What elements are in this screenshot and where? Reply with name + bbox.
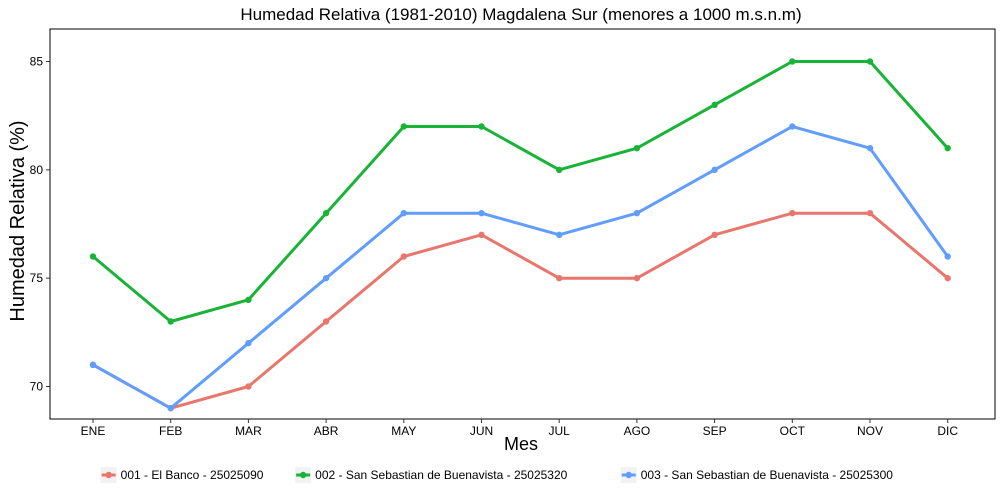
data-point [789,123,796,130]
data-point [866,209,874,217]
data-point [556,166,563,174]
y-tick-label: 75 [30,271,44,285]
data-point [478,231,485,239]
legend-item: 003 - San Sebastian de Buenavista - 2502… [620,467,894,483]
x-tick-label: JUN [470,424,493,438]
legend-label: 001 - El Banco - 25025090 [121,468,264,482]
legend-item: 002 - San Sebastian de Buenavista - 2502… [295,467,568,483]
y-tick-label: 80 [30,163,44,177]
legend-key-point [299,471,307,479]
legend-item: 001 - El Banco - 25025090 [100,467,264,483]
data-point [478,209,485,217]
data-point [400,253,407,260]
legend-label: 003 - San Sebastian de Buenavista - 2502… [641,468,894,482]
y-axis-label: Humedad Relativa (%) [7,120,29,321]
data-point [322,209,330,217]
x-axis-label: Mes [504,434,538,454]
series-1 [89,209,951,412]
data-point [322,318,330,325]
data-point [167,318,174,325]
y-tick-label: 70 [30,380,44,394]
data-point [789,58,796,65]
data-point [245,383,252,390]
series-line [91,125,950,410]
x-tick-label: DIC [937,424,958,438]
legend-label: 002 - San Sebastian de Buenavista - 2502… [315,468,568,482]
x-tick-label: ENE [81,424,106,438]
x-tick-label: FEB [159,424,182,438]
data-point [866,144,874,152]
data-point [400,123,407,130]
legend: 001 - El Banco - 25025090 002 - San Sebas… [100,467,894,483]
x-tick-label: NOV [857,424,883,438]
x-tick-label: JUL [549,424,571,438]
data-point [633,209,641,217]
data-point [944,274,951,282]
x-tick-label: ABR [314,424,339,438]
x-axis: ENE FEB MAR ABR MAY JUN JUL AGO SEP OCT NOV DIC [81,419,958,438]
series-line [91,60,950,323]
data-point [400,209,407,217]
x-tick-label: MAY [391,424,416,438]
data-point [478,123,485,130]
x-tick-label: MAR [235,424,262,438]
legend-key-point [105,471,112,479]
data-point [944,253,951,260]
data-point [167,404,174,412]
data-point [322,274,330,282]
data-point [89,361,97,369]
data-point [245,339,252,347]
data-point [711,231,718,239]
y-axis: 70 75 80 85 [30,55,50,394]
data-point [633,144,641,152]
data-point [711,166,718,174]
x-tick-label: OCT [780,424,806,438]
data-point [633,274,641,282]
data-point [711,101,718,109]
y-tick-label: 85 [30,55,44,69]
data-point [89,253,97,260]
data-point [556,274,563,282]
data-point [245,296,252,304]
chart-title: Humedad Relativa (1981-2010) Magdalena S… [240,5,801,24]
data-point [866,58,874,65]
data-point [944,144,951,152]
x-tick-label: SEP [703,424,727,438]
series-3 [89,123,951,412]
series-line [91,211,950,410]
series-2 [89,58,951,325]
series-layer [89,58,951,412]
legend-key-point [625,471,632,479]
data-point [789,209,796,217]
data-point [556,231,563,239]
x-tick-label: AGO [624,424,651,438]
